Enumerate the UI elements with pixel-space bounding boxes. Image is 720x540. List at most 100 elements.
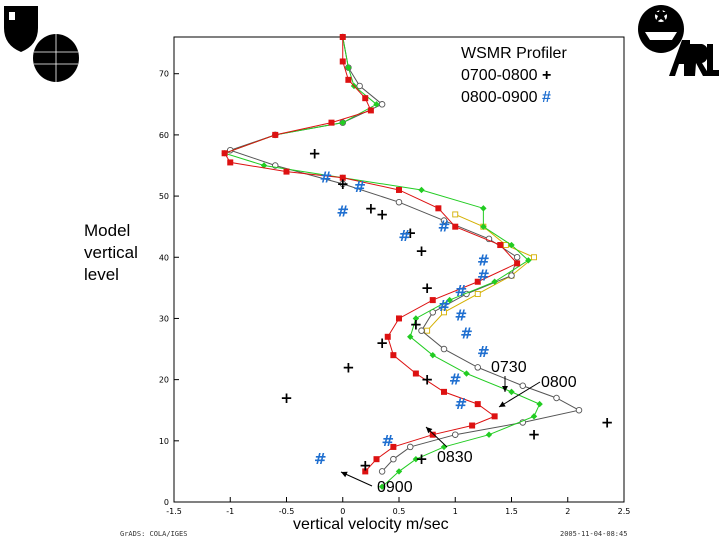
- x-tick-label: 1: [453, 507, 458, 516]
- annotation-label: 0900: [377, 479, 413, 496]
- series-point-0800: [480, 223, 487, 230]
- x-axis-label: vertical velocity m/sec: [293, 516, 449, 533]
- series-point-0800: [418, 186, 425, 194]
- x-tick-label: 2.5: [618, 507, 631, 516]
- profiler-hash-point: #: [353, 178, 366, 196]
- hash-marker-icon: #: [541, 89, 551, 106]
- globe-logo: [33, 34, 79, 82]
- legend-title: WSMR Profiler: [461, 45, 567, 62]
- profiler-plus-point: +: [421, 279, 434, 297]
- series-point-0800: [429, 351, 436, 359]
- series-point-0800: [508, 388, 515, 396]
- profiler-plus-point: +: [410, 316, 423, 334]
- series-point-0830: [531, 254, 537, 261]
- x-tick-label: -1: [226, 507, 234, 516]
- profiler-hash-point: #: [336, 202, 349, 220]
- profiler-hash-point: #: [477, 251, 490, 269]
- annotation-arrowhead: [502, 386, 508, 392]
- series-point-0830: [452, 211, 459, 218]
- series-point-0900: [283, 168, 290, 175]
- profiler-plus-point: +: [376, 205, 389, 223]
- x-tick-label: 0.5: [393, 507, 406, 516]
- profiler-plus-point: +: [342, 358, 355, 376]
- series-point-0900: [474, 401, 481, 408]
- series-point-0800: [508, 241, 515, 249]
- y-tick-label: 0: [164, 498, 169, 507]
- profiler-hash-point: #: [477, 267, 490, 285]
- y-tick-label: 70: [159, 70, 169, 79]
- series-point-0900: [469, 422, 476, 429]
- series-point-0900: [362, 95, 369, 102]
- series-point-0800: [373, 101, 380, 108]
- series-point-0830: [441, 309, 447, 316]
- series-point-0830: [424, 327, 431, 334]
- legend-entry-label: 0700-0800: [461, 67, 538, 84]
- series-line-0800: [223, 36, 541, 488]
- annotation-arrowhead: [426, 427, 433, 434]
- series-point-0900: [221, 150, 228, 157]
- y-tick-label: 10: [159, 437, 169, 446]
- series-point-0900: [429, 297, 436, 304]
- plus-marker-icon: +: [541, 67, 552, 84]
- annotation-arrowhead: [499, 401, 506, 407]
- legend: WSMR Profiler 0700-0800 + 0800-0900 #: [461, 43, 567, 109]
- series-point-0730: [378, 101, 386, 108]
- annotation-label: 0830: [437, 449, 473, 466]
- annotation-arrow: [498, 381, 541, 408]
- series-point-0800: [395, 468, 403, 475]
- shield-logo: [4, 6, 38, 52]
- y-axis-label-line2: vertical: [84, 243, 138, 262]
- series-point-0900: [396, 186, 402, 193]
- profiler-hash-point: #: [455, 282, 468, 300]
- profiler-plus-point: +: [528, 426, 541, 444]
- series-point-0900: [339, 34, 346, 40]
- profiler-hash-point: #: [381, 432, 394, 450]
- series-point-0900: [227, 159, 234, 166]
- arl-logo: [669, 40, 719, 76]
- profiler-hash-point: #: [398, 227, 411, 245]
- profiler-hash-point: #: [477, 343, 490, 361]
- series-point-0830: [502, 242, 509, 248]
- profiler-hash-point: #: [449, 371, 462, 389]
- series-point-0800: [491, 278, 498, 285]
- legend-entry-0800-0900: 0800-0900 #: [461, 87, 567, 109]
- series-point-0730: [378, 468, 386, 475]
- series-point-0900: [373, 456, 380, 463]
- series-point-0730: [474, 364, 482, 371]
- legend-entry-0700-0800: 0700-0800 +: [461, 65, 567, 87]
- profiler-hash-point: #: [438, 218, 451, 236]
- series-point-0730: [407, 443, 414, 451]
- series-point-0730: [519, 382, 527, 390]
- series-point-0800: [480, 205, 487, 212]
- y-tick-label: 20: [159, 376, 169, 385]
- footer-credit: GrADS: COLA/IGES: [120, 530, 188, 538]
- profiler-hash-point: #: [455, 306, 468, 324]
- series-point-0800: [412, 315, 420, 322]
- series-point-0800: [339, 119, 346, 126]
- series-point-0900: [474, 278, 481, 285]
- series-point-0900: [367, 107, 374, 114]
- footer-timestamp: 2005-11-04-08:45: [560, 530, 628, 538]
- profiler-plus-point: +: [308, 144, 321, 162]
- series-point-0900: [429, 431, 436, 438]
- series-point-0730: [513, 254, 521, 261]
- profiler-plus-point: +: [365, 199, 378, 217]
- series-point-0900: [441, 388, 447, 395]
- series-point-0730: [395, 198, 403, 206]
- series-point-0900: [339, 174, 346, 181]
- series-line-0900: [223, 37, 518, 472]
- series-point-0800: [463, 370, 470, 377]
- y-axis-label-line1: Model: [84, 221, 131, 240]
- profiler-plus-point: +: [280, 389, 293, 407]
- profiler-hash-point: #: [460, 325, 473, 343]
- series-point-0800: [260, 162, 268, 169]
- series-point-0730: [553, 394, 560, 402]
- series-point-0900: [435, 205, 442, 212]
- series-point-0730: [440, 217, 448, 224]
- legend-entry-label: 0800-0900: [461, 89, 538, 106]
- series-point-0730: [440, 345, 448, 353]
- series-point-0730: [390, 455, 397, 463]
- y-axis-label: Model vertical level: [84, 220, 138, 286]
- series-point-0800: [412, 455, 420, 463]
- profiler-plus-point: +: [415, 450, 428, 468]
